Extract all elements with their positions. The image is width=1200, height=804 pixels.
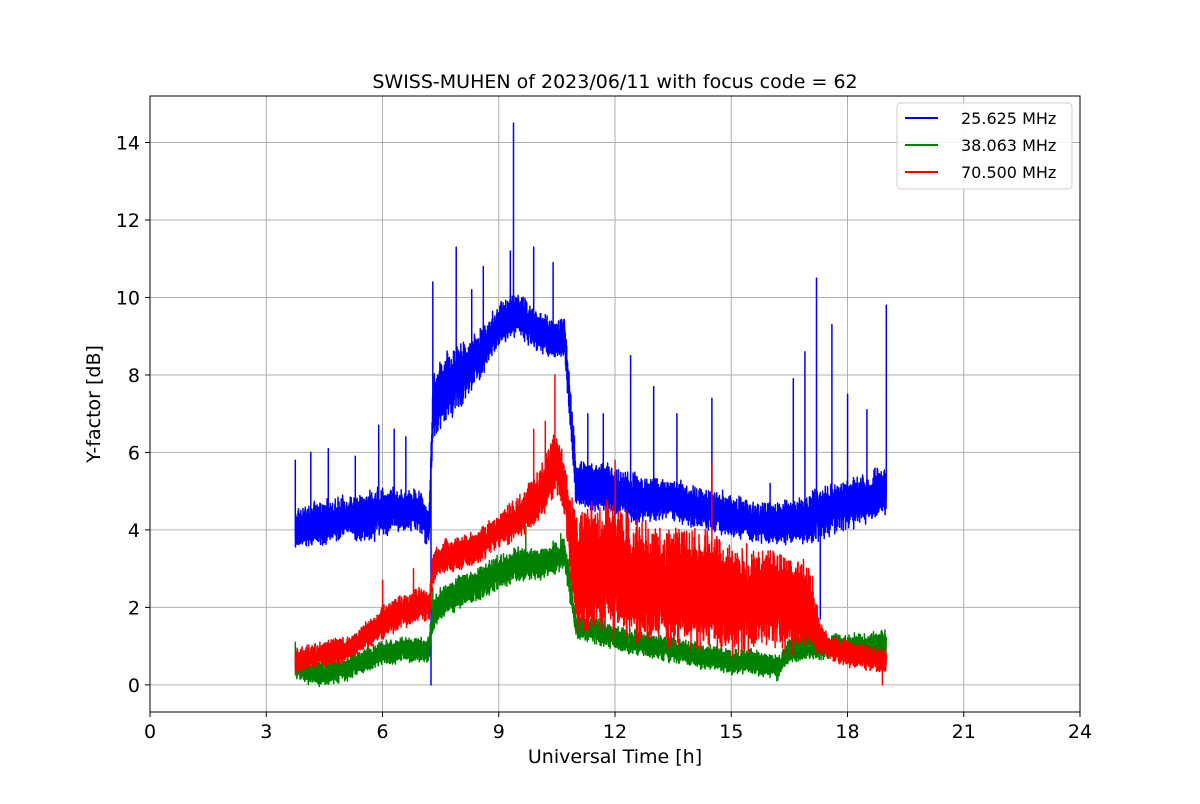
x-tick-label: 3	[260, 721, 272, 743]
y-tick-label: 8	[128, 365, 140, 387]
y-tick-label: 10	[116, 287, 140, 309]
y-tick-label: 4	[128, 520, 140, 542]
y-tick-label: 2	[128, 597, 140, 619]
x-tick-label: 24	[1068, 721, 1092, 743]
legend-label-70-500: 70.500 MHz	[961, 163, 1056, 182]
legend-box	[896, 102, 1073, 190]
legend-label-38-063: 38.063 MHz	[961, 136, 1056, 155]
x-tick-label: 15	[719, 721, 743, 743]
y-tick-label: 6	[128, 442, 140, 464]
series-line-25-625-mhz	[294, 122, 888, 686]
series-layer	[294, 122, 888, 688]
y-axis-label: Y-factor [dB]	[83, 345, 105, 464]
x-tick-label: 21	[952, 721, 976, 743]
y-tick-label: 0	[128, 675, 140, 697]
x-axis-label: Universal Time [h]	[528, 746, 702, 768]
x-tick-label: 12	[603, 721, 627, 743]
legend-label-25-625: 25.625 MHz	[961, 109, 1056, 128]
y-tick-label: 12	[116, 210, 140, 232]
x-tick-label: 18	[835, 721, 859, 743]
y-tick-label: 14	[116, 132, 140, 154]
series-line-70-500-mhz	[294, 374, 888, 686]
chart-title: SWISS-MUHEN of 2023/06/11 with focus cod…	[372, 71, 857, 93]
x-tick-label: 0	[144, 721, 156, 743]
series-line-38-063-mhz	[294, 525, 888, 688]
legend: 25.625 MHz 38.063 MHz 70.500 MHz	[896, 102, 1073, 190]
x-tick-label: 9	[493, 721, 505, 743]
x-tick-label: 6	[376, 721, 388, 743]
